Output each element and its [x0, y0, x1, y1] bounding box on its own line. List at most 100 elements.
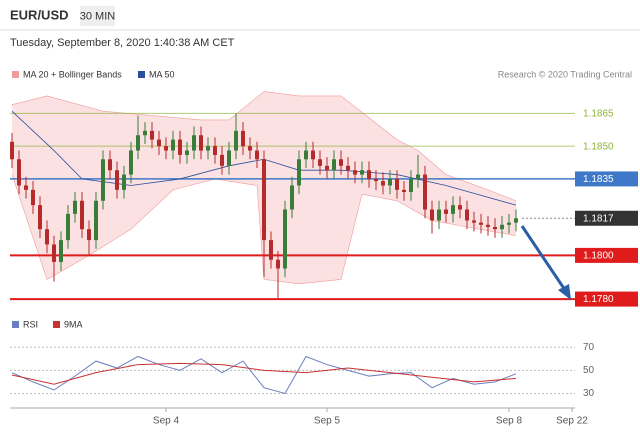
candle-body — [402, 189, 406, 193]
candle-body — [297, 159, 301, 186]
x-tick-label: Sep 8 — [496, 416, 523, 427]
ma-line — [11, 110, 517, 206]
candle-body — [290, 185, 294, 210]
candle-body — [360, 170, 364, 175]
candle-body — [80, 200, 84, 230]
symbol: EUR/USD — [10, 7, 69, 22]
forecast-arrow — [520, 225, 567, 291]
candle-body — [192, 135, 196, 151]
y-tick-label: 50 — [583, 365, 595, 376]
candle-body — [150, 130, 154, 140]
plot: 1.1865 1.1850 1.1835 1.1817 1.1800 1.1780 70 50… — [10, 91, 638, 427]
candle-body — [143, 130, 147, 136]
x-tick-label: Sep 22 — [556, 416, 588, 427]
legend-swatch — [12, 71, 19, 78]
candle-body — [507, 222, 511, 225]
candle-body — [409, 178, 413, 193]
candle-body — [66, 213, 70, 241]
level-box — [575, 291, 638, 307]
candle-body — [514, 218, 518, 223]
candle-body — [241, 130, 245, 147]
candle-body — [31, 189, 35, 206]
candle-body — [115, 170, 119, 190]
candle-body — [122, 174, 126, 190]
level-label: 1.1850 — [583, 141, 614, 152]
candle-body — [94, 200, 98, 241]
candle-body — [283, 209, 287, 269]
candle-body — [17, 159, 21, 186]
legend-label: 9MA — [64, 319, 83, 329]
candle-body — [311, 150, 315, 160]
legend-swatch — [12, 321, 19, 328]
candle-body — [458, 205, 462, 210]
candle-body — [374, 178, 378, 182]
legend-label: MA 20 + Bollinger Bands — [23, 69, 122, 79]
x-tick-label: Sep 4 — [153, 416, 180, 427]
candle-body — [262, 159, 266, 241]
candle-body — [430, 209, 434, 221]
candle-body — [437, 209, 441, 221]
indicator-line — [11, 355, 517, 395]
level-label: 1.1835 — [583, 174, 614, 185]
level-label: 1.1780 — [583, 294, 614, 305]
candle-body — [339, 159, 343, 166]
candle-body — [45, 229, 49, 245]
candle-body — [479, 222, 483, 225]
legend-label: MA 50 — [149, 69, 175, 79]
level-box — [575, 171, 638, 187]
candle-body — [171, 139, 175, 151]
candle-body — [346, 165, 350, 171]
x-tick-label: Sep 5 — [314, 416, 341, 427]
candle-body — [388, 178, 392, 186]
band-upper — [11, 91, 517, 202]
candle-body — [129, 150, 133, 175]
candle-body — [38, 205, 42, 230]
timeframe-box — [80, 6, 115, 26]
legend-swatch — [138, 71, 145, 78]
candle-body — [353, 170, 357, 175]
candle-body — [332, 159, 336, 171]
timeframe: 30 MIN — [80, 10, 116, 22]
candle-body — [73, 200, 77, 214]
candle-body — [234, 130, 238, 151]
level-box — [575, 247, 638, 263]
candle-body — [255, 150, 259, 160]
candle-body — [101, 159, 105, 201]
candle-body — [325, 165, 329, 171]
indicator-line — [11, 362, 517, 385]
candle-body — [269, 240, 273, 260]
candle-body — [276, 259, 280, 269]
candle-body — [465, 209, 469, 221]
candle-body — [108, 159, 112, 171]
candle-body — [500, 224, 504, 230]
candle-body — [472, 220, 476, 223]
legend-swatch — [53, 321, 60, 328]
candle-body — [136, 135, 140, 151]
y-tick-label: 70 — [583, 342, 595, 353]
candle-body — [213, 146, 217, 155]
candle-body — [59, 240, 63, 262]
candle-body — [199, 135, 203, 151]
level-box — [575, 210, 638, 226]
candle-body — [423, 174, 427, 210]
candle-body — [220, 154, 224, 166]
credit: Research © 2020 Trading Central — [498, 69, 632, 79]
candle-body — [87, 229, 91, 241]
candle-body — [493, 226, 497, 230]
band-lower — [11, 174, 517, 285]
candle-body — [367, 170, 371, 179]
candle-body — [52, 244, 56, 262]
forecast-arrowhead — [558, 284, 571, 300]
level-label: 1.1817 — [583, 213, 614, 224]
candle-body — [185, 150, 189, 155]
candle-body — [24, 185, 28, 190]
candle-body — [416, 174, 420, 179]
candle-body — [206, 146, 210, 151]
candle-body — [395, 178, 399, 190]
y-tick-label: 30 — [583, 388, 595, 399]
datetime: Tuesday, September 8, 2020 1:40:38 AM CE… — [10, 37, 235, 49]
candle-body — [304, 150, 308, 160]
legend-label: RSI — [23, 319, 38, 329]
candle-body — [157, 139, 161, 147]
